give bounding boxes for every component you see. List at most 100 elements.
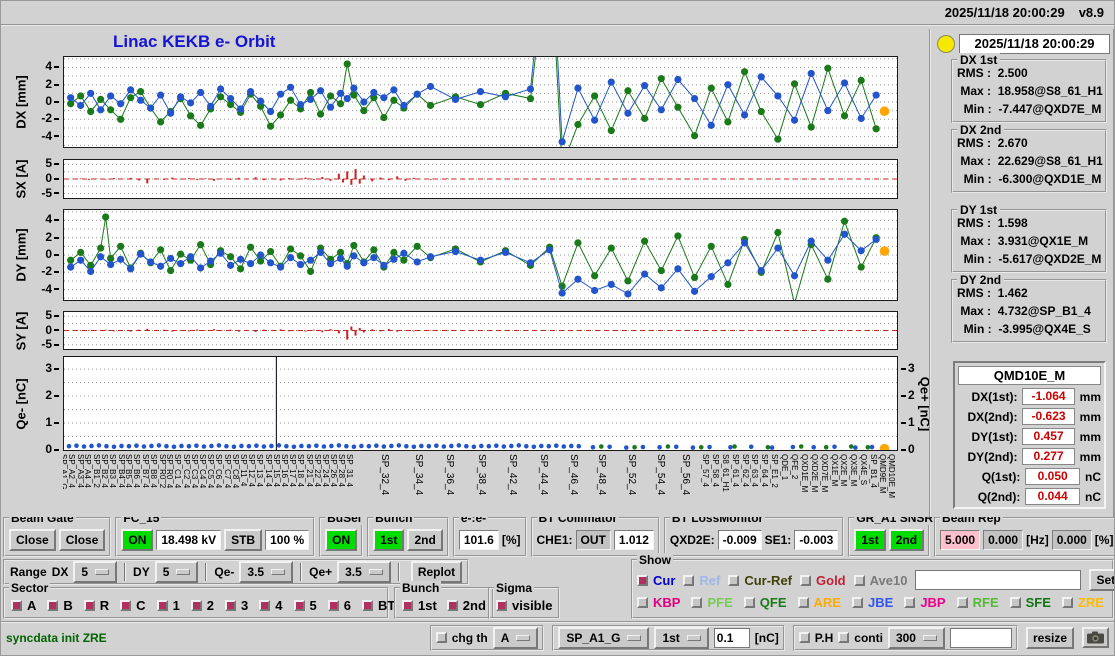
checkbox[interactable] [956, 596, 968, 608]
checkbox[interactable] [904, 596, 916, 608]
range-dx-select[interactable]: 5 [73, 561, 118, 583]
sector-5-checkbox[interactable]: 5 [293, 598, 317, 613]
checkbox[interactable] [683, 574, 695, 586]
bunch-1st-checkbox[interactable]: 1st [402, 598, 437, 613]
sector-3-checkbox[interactable]: 3 [225, 598, 248, 613]
checkbox[interactable] [1009, 596, 1021, 608]
conti-checkbox[interactable] [838, 632, 850, 643]
group-title: Bunch [373, 517, 415, 525]
group-title: GR_A1 SNSR [854, 517, 936, 525]
checkbox[interactable] [156, 600, 168, 611]
checkbox[interactable] [728, 574, 740, 586]
checkbox[interactable] [120, 600, 132, 611]
sector-a-checkbox[interactable]: A [11, 598, 36, 613]
checkbox[interactable] [496, 600, 507, 611]
qmd-value: 0.050 [1025, 468, 1080, 485]
show-cur-ref-checkbox[interactable]: Cur-Ref [728, 573, 792, 588]
bpm-label: SP_64_4 [760, 454, 770, 487]
bpm-label: QX4E_S [858, 454, 868, 486]
charge-threshold-input[interactable] [713, 627, 750, 648]
bunch-select[interactable]: 1st [654, 626, 709, 649]
checkbox[interactable] [1061, 596, 1073, 608]
bpm-label: SP_B8_4 [149, 454, 159, 488]
sector-bt-checkbox[interactable]: BT [361, 598, 395, 613]
dy-axis-ticks: 4 2 0 -2 -4 [31, 209, 61, 301]
label-beam-rep-hz: [Hz] [1026, 533, 1049, 547]
checkbox-label: Gold [816, 572, 846, 588]
button-beam-gate-close[interactable]: Close [9, 529, 56, 551]
checkbox[interactable] [797, 596, 809, 608]
show-jbe-checkbox[interactable]: JBE [852, 595, 893, 610]
checkbox[interactable] [446, 600, 458, 611]
show-ave10-checkbox[interactable]: Ave10 [853, 572, 908, 588]
group-title: Beam Gate [9, 517, 76, 525]
button-bunch-2nd[interactable]: 2nd [407, 529, 443, 551]
reference-file-input[interactable] [915, 570, 1082, 590]
selected-monitor-name[interactable]: QMD10E_M [958, 366, 1101, 385]
checkbox[interactable] [853, 574, 865, 586]
button-bunch-1st[interactable]: 1st [373, 529, 405, 551]
sector-2-checkbox[interactable]: 2 [190, 598, 214, 613]
show-qfe-checkbox[interactable]: QFE [743, 595, 787, 610]
chg-th-checkbox[interactable] [435, 632, 447, 643]
checkbox[interactable] [225, 600, 237, 611]
checkbox-label: Ave10 [869, 572, 908, 588]
sy-axis-label: SY [A] [13, 311, 29, 350]
checkbox[interactable] [852, 596, 863, 608]
threshold-select[interactable]: A [492, 626, 539, 649]
screenshot-button[interactable] [1082, 627, 1109, 648]
set-ref-button[interactable]: Set Ref [1089, 569, 1114, 591]
checkbox[interactable] [743, 596, 755, 608]
show-jbp-checkbox[interactable]: JBP [904, 595, 946, 610]
show-cur-checkbox[interactable]: Cur [637, 573, 675, 588]
checkbox[interactable] [691, 596, 703, 608]
checkbox[interactable] [293, 600, 305, 611]
checkbox[interactable] [402, 600, 413, 611]
sector-r-checkbox[interactable]: R [83, 598, 109, 613]
checkbox[interactable] [361, 600, 373, 611]
show-pfe-checkbox[interactable]: PFE [691, 595, 733, 610]
button-busel-on[interactable]: ON [325, 529, 358, 551]
bpm-select[interactable]: SP_A1_G [558, 626, 650, 649]
checkbox[interactable] [259, 600, 271, 611]
resize-button[interactable]: resize [1025, 626, 1074, 649]
button-fc-15-stb[interactable]: STB [224, 529, 263, 551]
show-sfe-checkbox[interactable]: SFE [1009, 595, 1051, 610]
sector-6-checkbox[interactable]: 6 [327, 598, 351, 613]
ph-checkbox[interactable] [798, 632, 810, 643]
range-qe-select[interactable]: 3.5 [239, 561, 294, 583]
show-zre-checkbox[interactable]: ZRE [1061, 595, 1104, 610]
sector-c-checkbox[interactable]: C [120, 598, 146, 613]
button-beam-gate-close[interactable]: Close [58, 529, 106, 551]
sector-1-checkbox[interactable]: 1 [156, 598, 180, 613]
range-dx-label: DX [51, 565, 69, 579]
sigma-visible-checkbox[interactable]: visible [496, 598, 552, 613]
bunch-2nd-checkbox[interactable]: 2nd [446, 598, 486, 613]
checkbox[interactable] [637, 574, 648, 586]
checkbox[interactable] [327, 600, 339, 611]
sector-4-checkbox[interactable]: 4 [259, 598, 283, 613]
button-gr-a1-snsr-1st[interactable]: 1st [854, 529, 886, 551]
points-select[interactable]: 300 [887, 626, 945, 649]
aux-input[interactable] [949, 627, 1012, 648]
button-gr-a1-snsr-2nd[interactable]: 2nd [888, 529, 925, 551]
show-gold-checkbox[interactable]: Gold [800, 573, 846, 588]
checkbox[interactable] [83, 600, 95, 611]
checkbox[interactable] [800, 574, 812, 586]
checkbox[interactable] [47, 600, 59, 611]
button-fc-15-on[interactable]: ON [121, 529, 154, 551]
range-dy-select[interactable]: 5 [154, 561, 199, 583]
checkbox[interactable] [190, 600, 202, 611]
replot-button[interactable]: Replot [410, 561, 463, 583]
checkbox-label: Cur [653, 572, 676, 588]
bpm-label: SP_46_4 [568, 454, 580, 496]
sector-b-checkbox[interactable]: B [47, 598, 73, 613]
show-rfe-checkbox[interactable]: RFE [956, 595, 999, 610]
qmd-row: DY(2nd): 0.277 mm [967, 448, 1101, 465]
show-kbp-checkbox[interactable]: KBP [637, 595, 680, 610]
show-ref-checkbox[interactable]: Ref [683, 573, 720, 588]
checkbox[interactable] [11, 600, 22, 611]
range-qe+-select[interactable]: 3.5 [337, 561, 391, 583]
checkbox[interactable] [637, 596, 648, 608]
show-are-checkbox[interactable]: ARE [797, 595, 841, 610]
